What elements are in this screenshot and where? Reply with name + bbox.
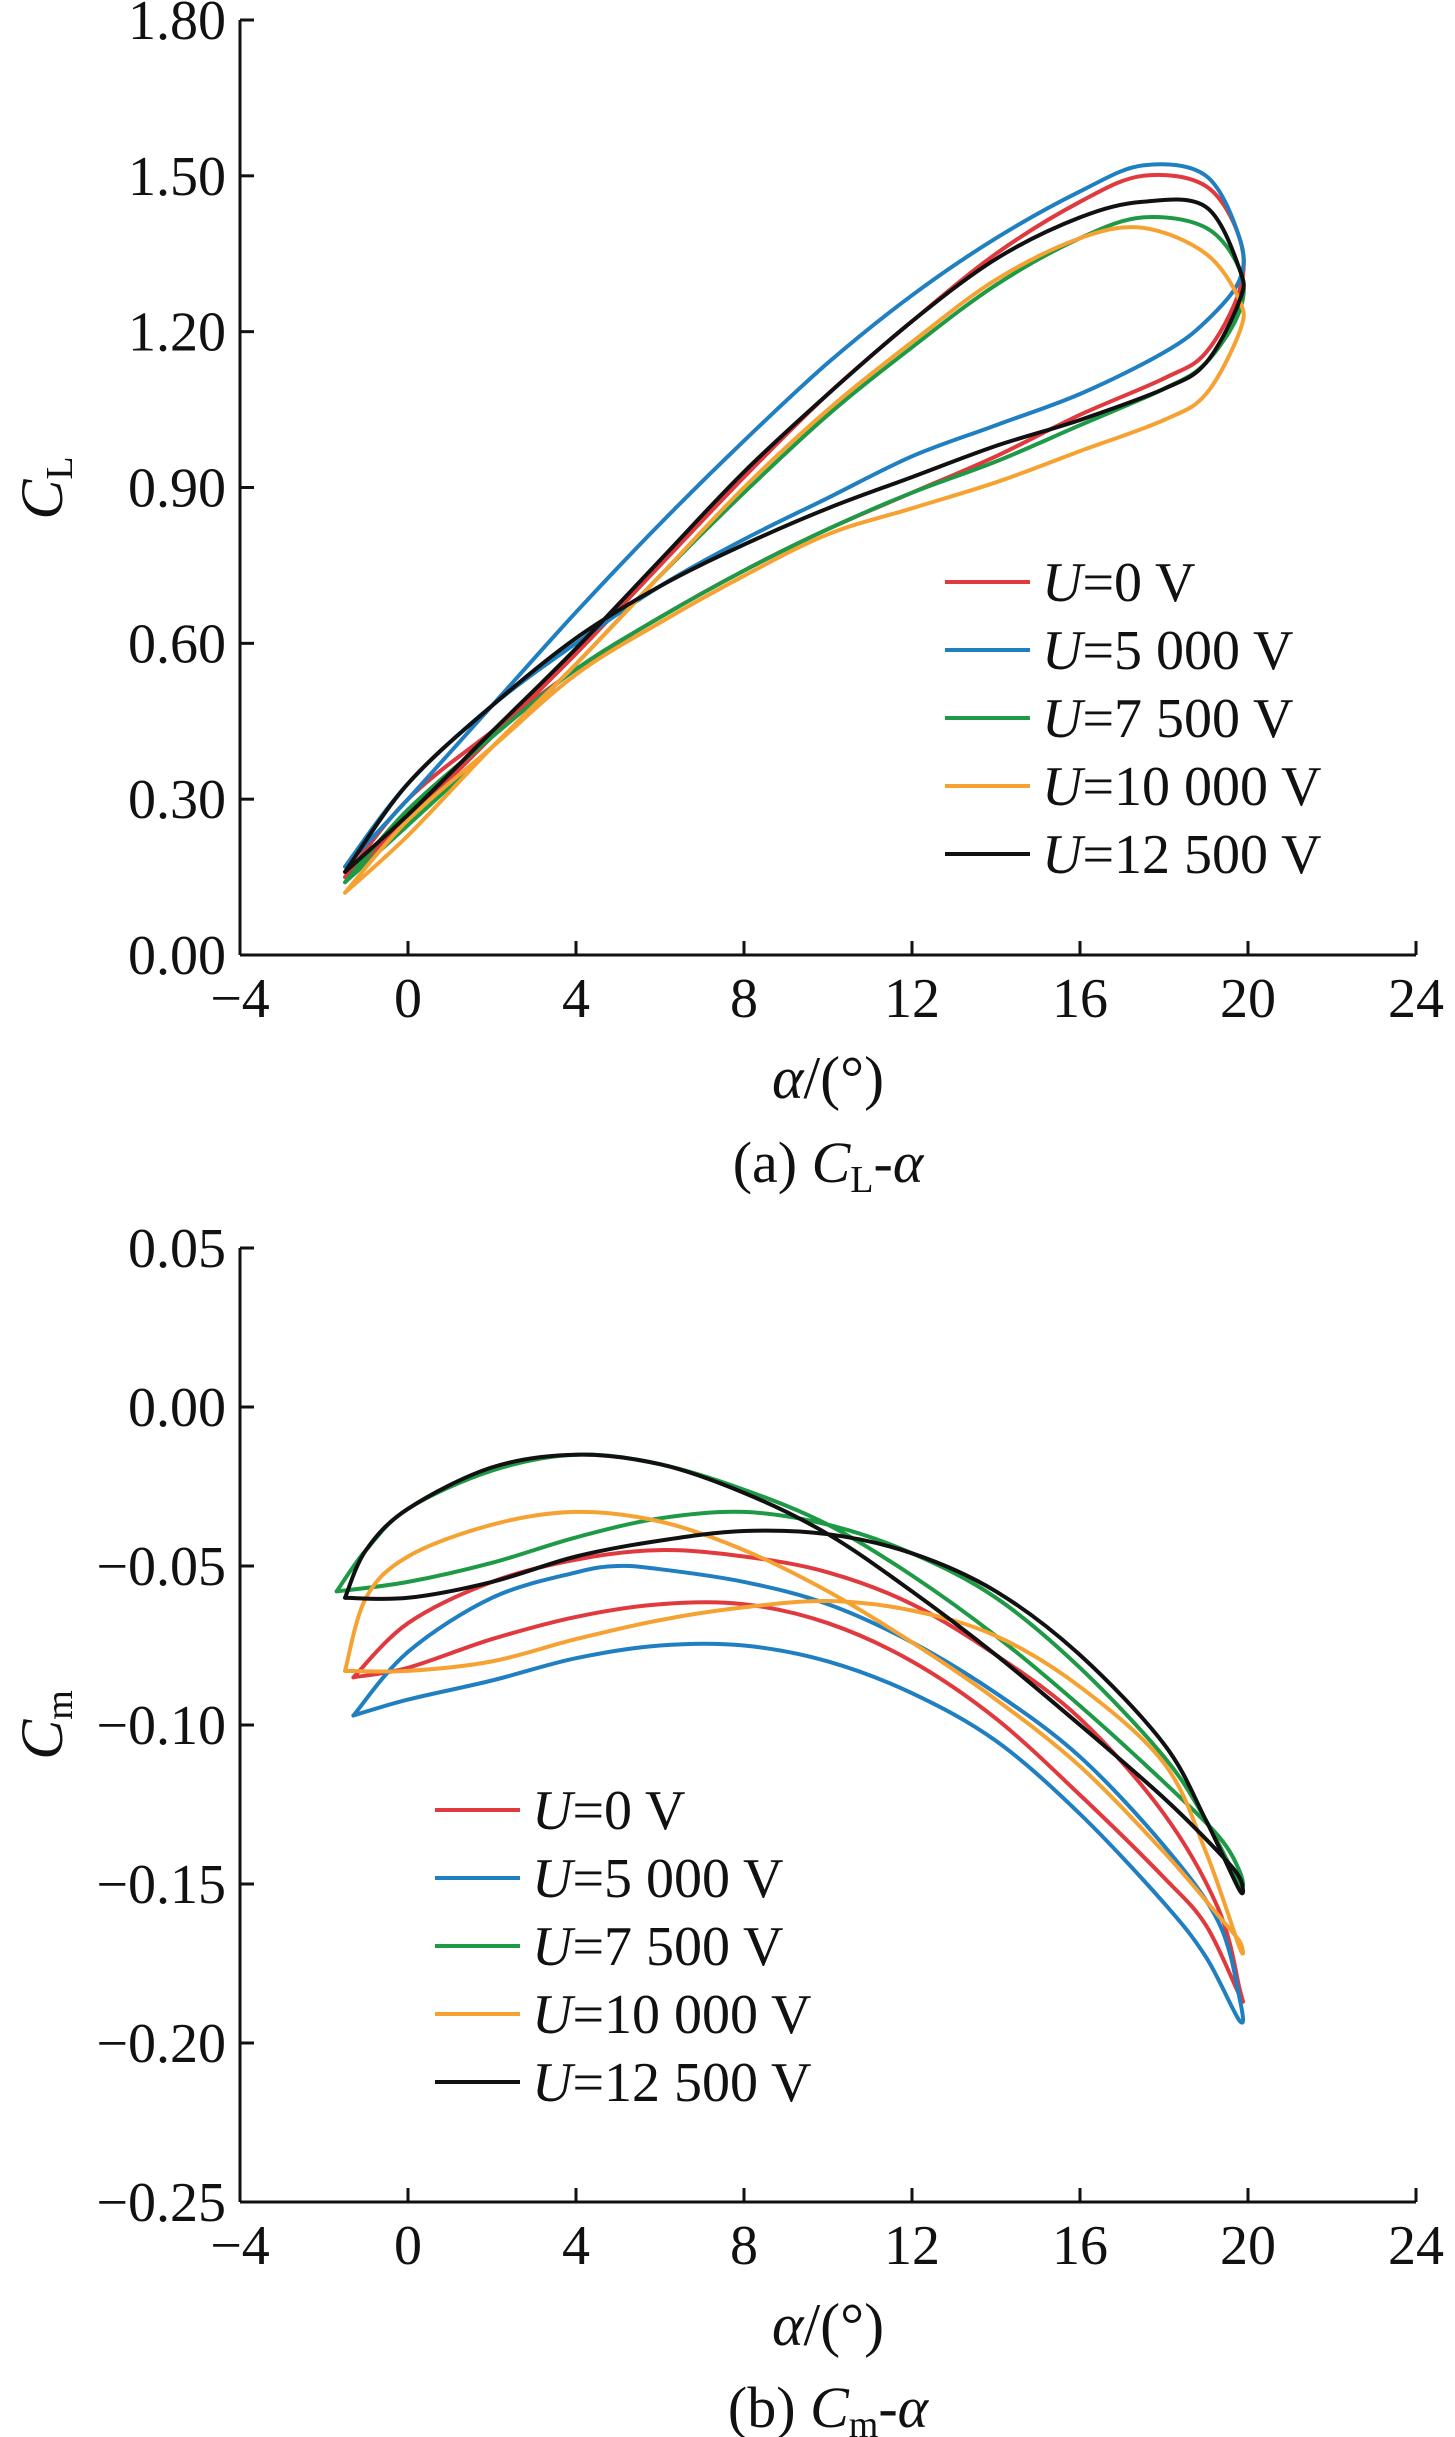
svg-text:Cm: Cm: [9, 1690, 81, 1760]
chart-a-caption: (a) CL-α: [733, 1130, 925, 1201]
chart-a-legend-label-4: U=10 000 V: [1042, 756, 1321, 818]
chart-b-y-tick-label: −0.05: [96, 1536, 226, 1598]
chart-a-series-line-5: [343, 197, 1246, 874]
chart-a: −4 0 4 8 12 16 20 24 0.00 0.30 0.60 0.90 1.20 1.50 1.8…: [9, 0, 1444, 1201]
chart-b-y-tick-label: 0.00: [128, 1377, 226, 1439]
chart-a-series-group: [343, 162, 1246, 895]
chart-b-legend: U=0 VU=5 000 VU=7 500 VU=10 000 VU=12 50…: [435, 1780, 811, 2114]
chart-a-y-tick-label: 0.00: [128, 925, 226, 987]
chart-a-y-tick-label: 0.60: [128, 613, 226, 675]
chart-a-x-tick-label: 0: [394, 968, 422, 1030]
chart-a-x-tick-label: 24: [1388, 968, 1444, 1030]
svg-text:(b) Cm-α: (b) Cm-α: [728, 2375, 930, 2437]
chart-b-xlabel: α/(°): [772, 2292, 884, 2358]
chart-b-series-line-4: [343, 1509, 1246, 1956]
chart-a-y-tick-label: 1.50: [128, 146, 226, 208]
svg-text:CL: CL: [9, 456, 81, 519]
chart-b-x-tick-label: 16: [1052, 2215, 1108, 2277]
chart-b-y-tick-label: −0.20: [96, 2013, 226, 2075]
chart-a-x-tick-label: −4: [210, 968, 270, 1030]
chart-a-legend-label-5: U=12 500 V: [1042, 824, 1321, 886]
svg-text:(a) CL-α: (a) CL-α: [733, 1130, 925, 1201]
chart-a-y-tick-label: 0.90: [128, 458, 226, 520]
chart-a-legend-label-3: U=7 500 V: [1042, 688, 1293, 750]
chart-a-legend: U=0 VU=5 000 VU=7 500 VU=10 000 VU=12 50…: [945, 552, 1321, 886]
chart-a-xlabel: α/(°): [772, 1045, 884, 1111]
chart-b-x-tick-label: 8: [730, 2215, 758, 2277]
chart-b-y-tick-label: −0.10: [96, 1695, 226, 1757]
chart-b-legend-label-5: U=12 500 V: [532, 2052, 811, 2114]
chart-a-x-tick-label: 12: [884, 968, 940, 1030]
chart-a-ylabel: CL: [9, 456, 81, 519]
chart-b-x-tick-label: 20: [1220, 2215, 1276, 2277]
chart-b-y-tick-label: −0.25: [96, 2172, 226, 2234]
chart-a-ticks: −4 0 4 8 12 16 20 24 0.00 0.30 0.60 0.90 1.20 1.50 1.8…: [128, 0, 1444, 1030]
chart-a-legend-label-1: U=0 V: [1042, 552, 1195, 614]
chart-a-legend-label-2: U=5 000 V: [1042, 620, 1293, 682]
chart-b-x-tick-label: 0: [394, 2215, 422, 2277]
svg-text:α/(°): α/(°): [772, 1045, 884, 1111]
chart-b-series-line-2: [351, 1563, 1246, 2025]
chart-a-x-tick-label: 16: [1052, 968, 1108, 1030]
chart-b-series-line-5: [343, 1452, 1246, 1896]
chart-a-x-tick-label: 8: [730, 968, 758, 1030]
chart-b-series-group: [334, 1452, 1246, 2025]
chart-b-x-tick-label: 4: [562, 2215, 590, 2277]
chart-b-y-tick-label: −0.15: [96, 1854, 226, 1916]
chart-a-y-tick-label: 1.80: [128, 0, 226, 52]
chart-b-ticks: −4 0 4 8 12 16 20 24 −0.25 −0.20 −0.15 −0.10 −0.05 0.…: [96, 1218, 1444, 2277]
chart-b-y-tick-label: 0.05: [128, 1218, 226, 1280]
chart-b-ylabel: Cm: [9, 1690, 81, 1760]
chart-b-legend-label-2: U=5 000 V: [532, 1848, 783, 1910]
chart-a-y-tick-label: 0.30: [128, 769, 226, 831]
chart-b-legend-label-4: U=10 000 V: [532, 1984, 811, 2046]
chart-b-x-tick-label: −4: [210, 2215, 270, 2277]
chart-a-y-tick-label: 1.20: [128, 302, 226, 364]
chart-b-legend-label-1: U=0 V: [532, 1780, 685, 1842]
chart-b-legend-label-3: U=7 500 V: [532, 1916, 783, 1978]
chart-a-x-tick-label: 4: [562, 968, 590, 1030]
chart-b-x-tick-label: 12: [884, 2215, 940, 2277]
svg-text:α/(°): α/(°): [772, 2292, 884, 2358]
chart-b-series-line-1: [351, 1548, 1245, 2004]
chart-b-x-tick-label: 24: [1388, 2215, 1444, 2277]
chart-a-x-tick-label: 20: [1220, 968, 1276, 1030]
chart-b-caption: (b) Cm-α: [728, 2375, 930, 2437]
chart-b: −4 0 4 8 12 16 20 24 −0.25 −0.20 −0.15 −0.10 −0.05 0.…: [9, 1218, 1444, 2437]
